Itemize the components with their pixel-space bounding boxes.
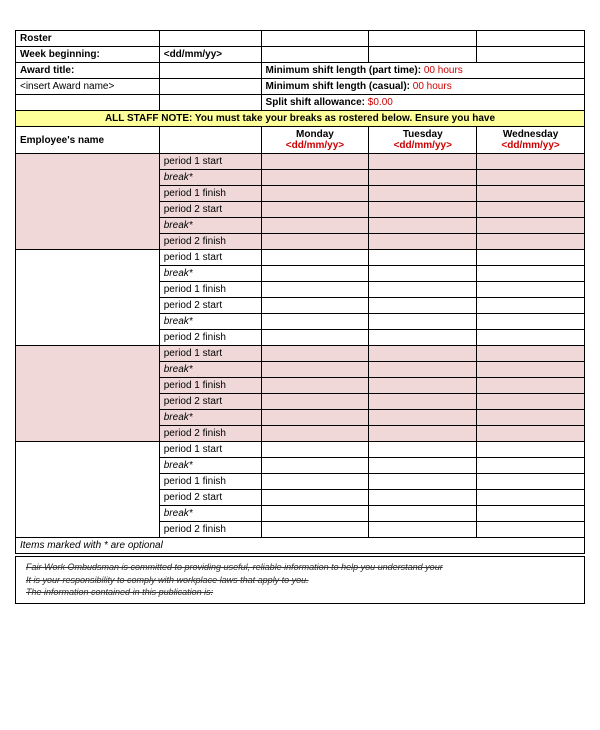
roster-label: Roster: [16, 31, 160, 47]
period-label: break*: [159, 218, 261, 234]
period-label: period 1 start: [159, 346, 261, 362]
employee-cell[interactable]: [16, 250, 160, 346]
employee-cell[interactable]: [16, 442, 160, 538]
disclaimer-line: The information contained in this public…: [26, 586, 574, 599]
period-label: period 2 finish: [159, 522, 261, 538]
period-label: period 1 finish: [159, 378, 261, 394]
period-label: period 2 start: [159, 202, 261, 218]
period-label: break*: [159, 266, 261, 282]
period-label: break*: [159, 362, 261, 378]
disclaimer-line: Fair Work Ombudsman is committed to prov…: [26, 561, 574, 574]
week-beginning-value: <dd/mm/yy>: [159, 47, 261, 63]
period-label: period 1 finish: [159, 186, 261, 202]
min-shift-casual: Minimum shift length (casual): 00 hours: [261, 79, 584, 95]
day-header-tuesday: Tuesday<dd/mm/yy>: [369, 127, 477, 154]
period-label: period 1 start: [159, 250, 261, 266]
period-label: break*: [159, 170, 261, 186]
period-label: break*: [159, 410, 261, 426]
period-label: period 1 finish: [159, 282, 261, 298]
period-label: period 2 start: [159, 298, 261, 314]
period-label: period 2 start: [159, 394, 261, 410]
period-label: period 1 start: [159, 442, 261, 458]
day-header-monday: Monday<dd/mm/yy>: [261, 127, 369, 154]
split-shift: Split shift allowance: $0.00: [261, 95, 584, 111]
period-label: break*: [159, 506, 261, 522]
period-label: period 2 finish: [159, 234, 261, 250]
disclaimer-box: Fair Work Ombudsman is committed to prov…: [15, 556, 585, 604]
period-label: break*: [159, 314, 261, 330]
award-title-label: Award title:: [16, 63, 160, 79]
employee-cell[interactable]: [16, 346, 160, 442]
period-label: break*: [159, 458, 261, 474]
employee-name-header: Employee's name: [16, 127, 160, 154]
period-label: period 1 start: [159, 154, 261, 170]
period-label: period 1 finish: [159, 474, 261, 490]
award-name: <insert Award name>: [16, 79, 160, 95]
staff-note: ALL STAFF NOTE: You must take your break…: [16, 111, 585, 127]
disclaimer-line: It is your responsibility to comply with…: [26, 574, 574, 587]
optional-note: Items marked with * are optional: [16, 538, 585, 554]
min-shift-pt: Minimum shift length (part time): 00 hou…: [261, 63, 584, 79]
day-header-wednesday: Wednesday<dd/mm/yy>: [477, 127, 585, 154]
period-label: period 2 finish: [159, 330, 261, 346]
period-label: period 2 start: [159, 490, 261, 506]
period-label: period 2 finish: [159, 426, 261, 442]
roster-table: Roster Week beginning: <dd/mm/yy> Award …: [15, 30, 585, 554]
employee-cell[interactable]: [16, 154, 160, 250]
week-beginning-label: Week beginning:: [16, 47, 160, 63]
